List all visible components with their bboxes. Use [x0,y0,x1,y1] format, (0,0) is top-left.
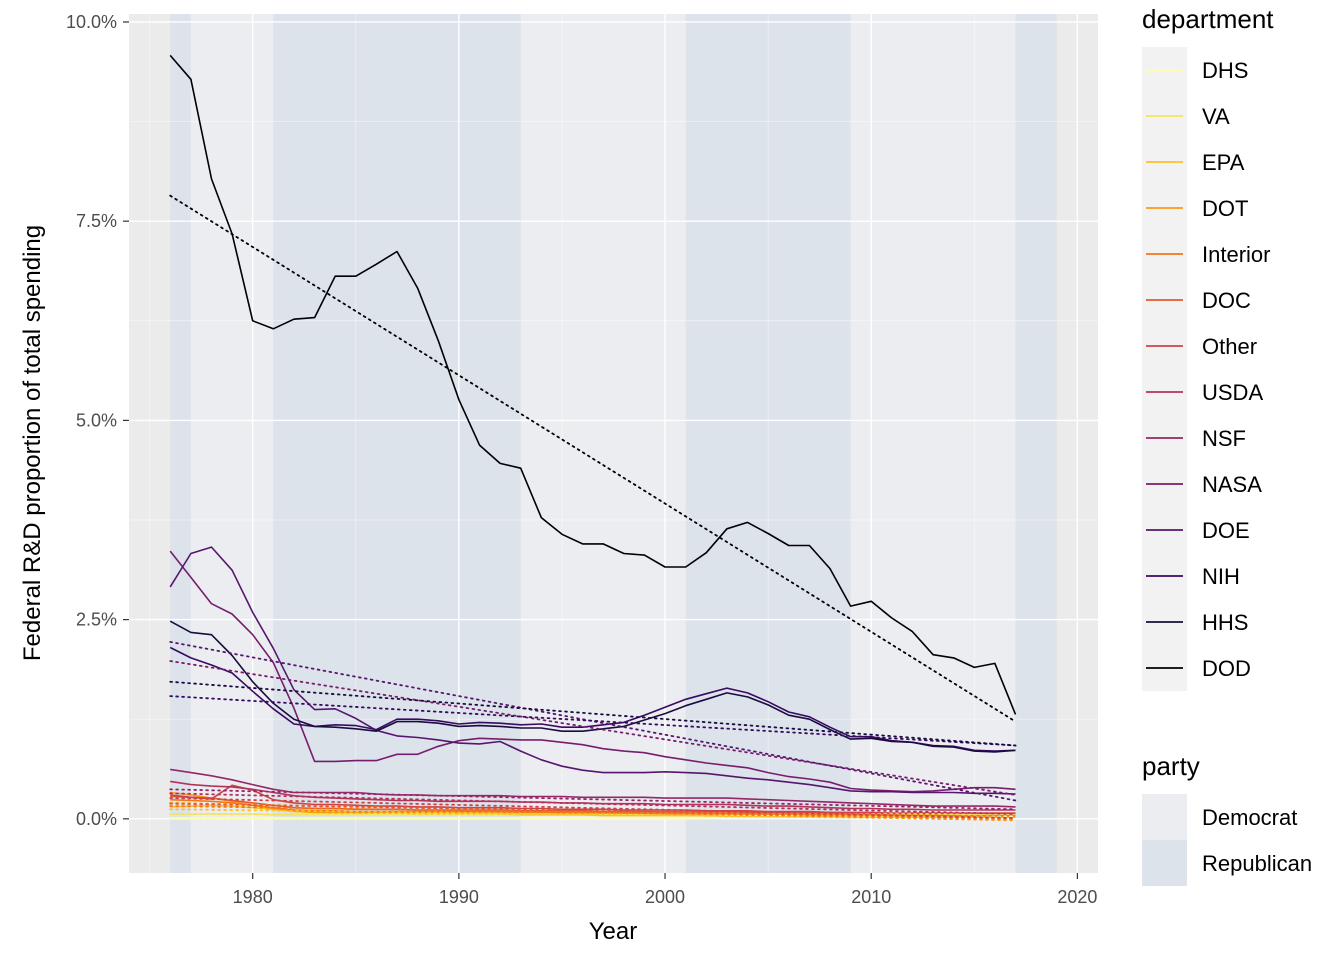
series-line-nasa [169,550,1016,793]
y-tick-label-4: 10.0% [66,12,117,32]
x-tick-label-0: 1980 [233,887,273,907]
x-tick-label-4: 2020 [1057,887,1097,907]
trend-line-doe [169,641,1017,802]
y-axis-ticks: 0.0% 2.5% 5.0% 7.5% 10.0% [66,12,129,829]
legend-label-hhs: HHS [1202,610,1248,635]
y-axis-title: Federal R&D proportion of total spending [19,225,46,661]
legend-label-nsf: NSF [1202,426,1246,451]
legend-label-other: Other [1202,334,1257,359]
series-line-dod [169,54,1017,715]
legend-label-doe: DOE [1202,518,1250,543]
series-line-other [170,784,1016,815]
series-line-nsf [170,768,1016,808]
trend-lines [169,194,1017,822]
party-band-3 [520,14,686,873]
legend-label-interior: Interior [1202,242,1270,267]
x-axis-ticks: 1980 1990 2000 2010 2020 [233,873,1097,907]
legend-party-key-democrat [1142,794,1187,840]
trend-line-doc [169,802,1017,819]
legend-party-label-democrat: Democrat [1202,805,1297,830]
y-tick-label-0: 0.0% [76,809,117,829]
legend-label-nih: NIH [1202,564,1240,589]
legend-label-usda: USDA [1202,380,1263,405]
trend-line-dod [169,194,1017,723]
legend-label-epa: EPA [1202,150,1245,175]
legend-label-nasa: NASA [1202,472,1262,497]
legend-department-title: department [1142,4,1274,34]
trend-line-nsf [169,788,1017,811]
major-gridlines [129,14,1098,873]
party-bands [170,14,1057,873]
series-line-doe [169,546,1016,795]
y-tick-label-1: 2.5% [76,610,117,630]
legend-party-key-republican [1142,840,1187,886]
legend-department: department DHS VA EPA DOT Interior DOC Other US… [1142,4,1274,691]
x-axis-title: Year [589,918,638,945]
x-tick-label-3: 2010 [851,887,891,907]
series-line-hhs [169,620,1016,753]
trend-line-interior [169,805,1017,820]
x-tick-label-1: 1990 [439,887,479,907]
legend-label-doc: DOC [1202,288,1251,313]
series-line-usda [170,780,1016,811]
legend-party-title: party [1142,751,1200,781]
x-tick-label-2: 2000 [645,887,685,907]
trend-line-dot [169,801,1017,822]
minor-gridlines [129,14,1098,873]
y-tick-label-3: 7.5% [76,211,117,231]
legend-party: party Democrat Republican [1142,751,1312,886]
party-band-6 [1015,14,1057,873]
legend-label-dot: DOT [1202,196,1248,221]
legend-label-dod: DOD [1202,656,1251,681]
legend-label-va: VA [1202,104,1230,129]
party-band-1 [190,14,274,873]
legend-label-dhs: DHS [1202,58,1248,83]
trend-line-nasa [169,660,1017,796]
trend-line-usda [169,792,1017,815]
trend-line-other [169,797,1017,819]
party-band-5 [850,14,1016,873]
y-tick-label-2: 5.0% [76,410,117,430]
legend-party-label-republican: Republican [1202,851,1312,876]
party-band-0 [170,14,191,873]
